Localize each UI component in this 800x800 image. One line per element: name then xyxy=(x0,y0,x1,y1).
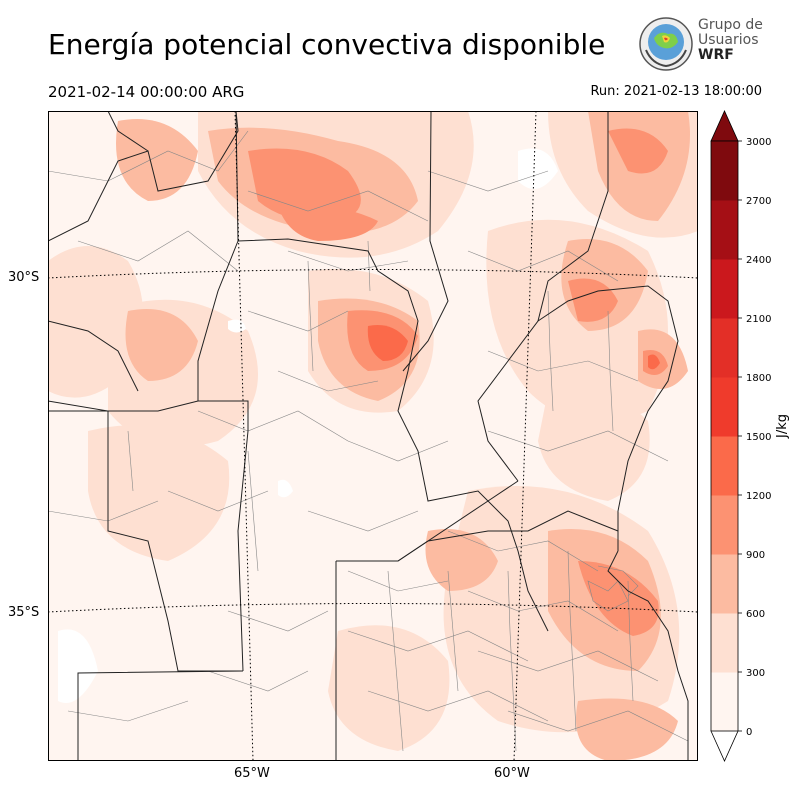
colorbar-extend-max xyxy=(710,110,739,142)
colorbar-tick-label: 900 xyxy=(746,550,765,561)
colorbar-unit: J/kg xyxy=(775,414,790,438)
chart-title: Energía potencial convectiva disponible xyxy=(48,28,606,61)
colorbar-tick-label: 1800 xyxy=(746,373,771,384)
run-time: Run: 2021-02-13 18:00:00 xyxy=(590,84,762,99)
logo-text: Grupo de Usuarios WRF xyxy=(698,18,763,63)
lat-label-35s: 35°S xyxy=(8,605,40,620)
colorbar-segments xyxy=(710,110,739,762)
wrf-globe-icon xyxy=(639,17,693,71)
cape-map xyxy=(48,111,698,761)
colorbar-segment xyxy=(711,672,738,732)
colorbar-tick-label: 1200 xyxy=(746,491,771,502)
colorbar-segment xyxy=(711,200,738,260)
lon-label-60w: 60°W xyxy=(494,766,530,781)
colorbar-tick-label: 2700 xyxy=(746,196,771,207)
logo: Grupo de Usuarios WRF xyxy=(638,16,763,72)
colorbar-tick-label: 3000 xyxy=(746,137,771,148)
graticule xyxy=(48,111,698,761)
colorbar-ticks: 0 300 600 900 1200 1500 1800 2100 2400 2700 3000 xyxy=(738,137,771,738)
colorbar-tick-label: 0 xyxy=(746,727,752,738)
colorbar-segment xyxy=(711,554,738,614)
province-borders xyxy=(48,111,689,761)
valid-time: 2021-02-14 00:00:00 ARG xyxy=(48,83,245,101)
department-borders xyxy=(48,130,689,752)
colorbar-extend-min xyxy=(710,730,739,762)
colorbar-segment xyxy=(711,613,738,673)
white-patches xyxy=(58,148,558,703)
colorbar: 0 300 600 900 1200 1500 1800 2100 2400 2700 3000 xyxy=(710,110,771,762)
logo-line1: Grupo de xyxy=(698,17,763,33)
lon-label-65w: 65°W xyxy=(234,766,270,781)
colorbar-segment xyxy=(711,495,738,555)
colorbar-tick-label: 2100 xyxy=(746,314,771,325)
logo-line3: WRF xyxy=(698,47,734,63)
colorbar-tick-label: 300 xyxy=(746,668,765,679)
colorbar-segment xyxy=(711,436,738,496)
colorbar-segment xyxy=(711,318,738,378)
colorbar-segment xyxy=(711,377,738,437)
colorbar-tick-label: 2400 xyxy=(746,255,771,266)
colorbar-tick-label: 1500 xyxy=(746,432,771,443)
map-frame xyxy=(48,111,698,761)
colorbar-segment xyxy=(711,259,738,319)
logo-line2: Usuarios xyxy=(698,32,759,48)
lat-label-30s: 30°S xyxy=(8,270,40,285)
cape-1200-contours xyxy=(367,325,660,370)
colorbar-segment xyxy=(711,141,738,201)
colorbar-tick-label: 600 xyxy=(746,609,765,620)
